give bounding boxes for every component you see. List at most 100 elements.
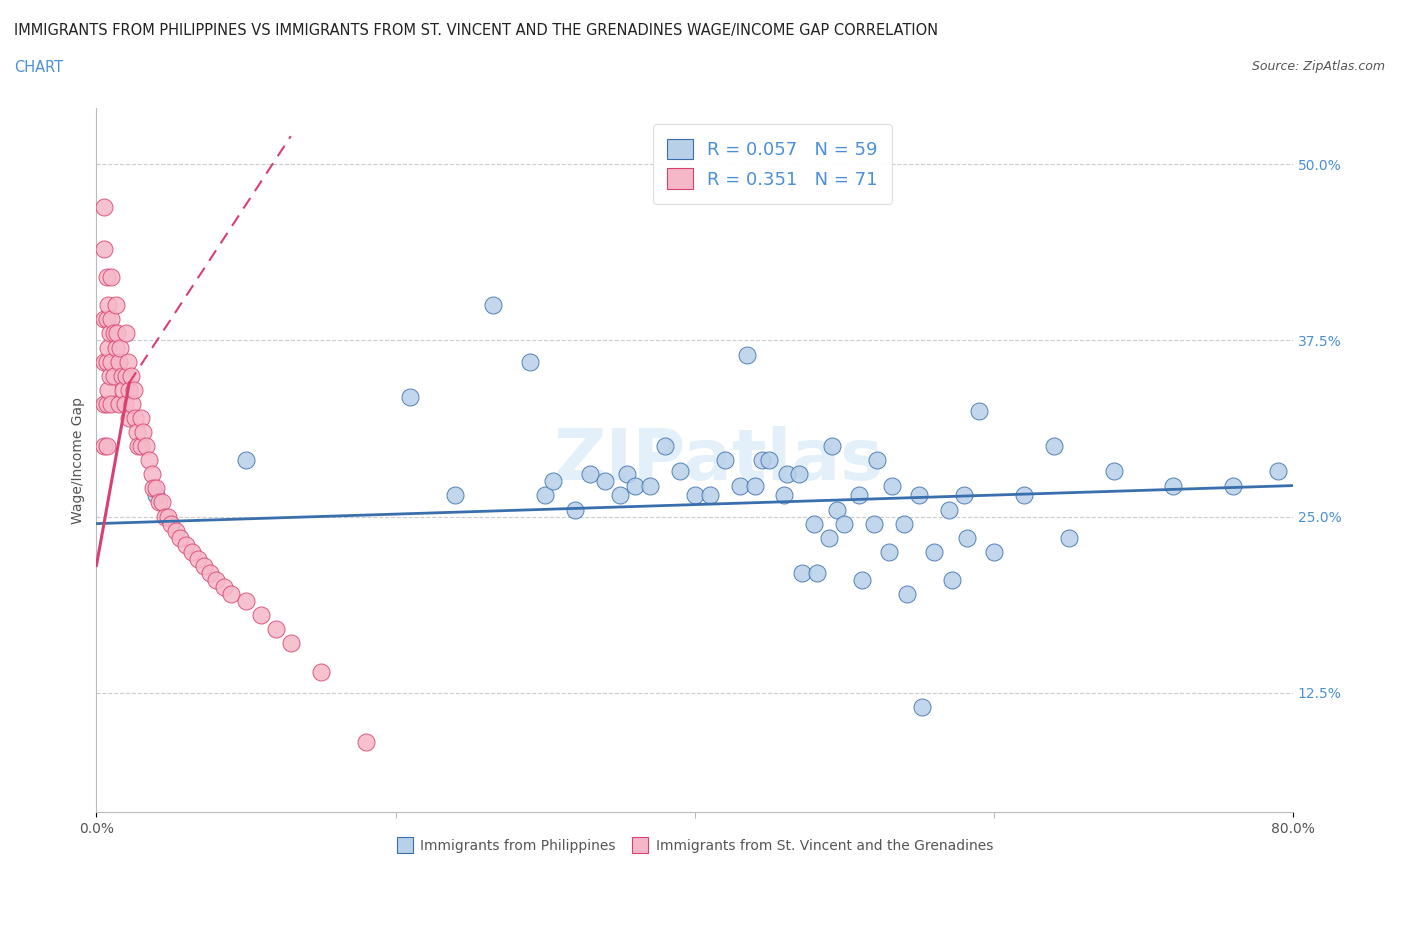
Point bbox=[107, 354, 129, 369]
Point bbox=[624, 478, 647, 493]
Point bbox=[1042, 439, 1064, 454]
Point bbox=[181, 544, 204, 559]
Point bbox=[922, 544, 945, 559]
Point bbox=[776, 467, 799, 482]
Point bbox=[100, 396, 122, 411]
Point bbox=[93, 396, 115, 411]
Point bbox=[519, 354, 541, 369]
Point bbox=[541, 474, 564, 489]
Point bbox=[138, 453, 160, 468]
Point bbox=[118, 410, 141, 425]
Point bbox=[967, 404, 990, 418]
Point bbox=[938, 502, 960, 517]
Point bbox=[165, 524, 187, 538]
Text: Source: ZipAtlas.com: Source: ZipAtlas.com bbox=[1251, 60, 1385, 73]
Point bbox=[100, 312, 122, 326]
Point bbox=[104, 298, 127, 312]
Point bbox=[593, 474, 616, 489]
Point bbox=[93, 242, 115, 257]
Point bbox=[863, 516, 886, 531]
Point bbox=[1163, 478, 1185, 493]
Point bbox=[668, 464, 690, 479]
Text: ZIPatlas: ZIPatlas bbox=[554, 426, 884, 495]
Point bbox=[866, 453, 889, 468]
Point bbox=[534, 488, 557, 503]
Point bbox=[120, 368, 142, 383]
Point bbox=[129, 439, 152, 454]
Point bbox=[160, 516, 183, 531]
Point bbox=[198, 565, 221, 580]
Point bbox=[683, 488, 706, 503]
Point bbox=[142, 481, 165, 496]
Point bbox=[896, 587, 918, 602]
Point bbox=[1012, 488, 1035, 503]
Point bbox=[132, 425, 155, 440]
Point bbox=[122, 382, 145, 397]
Point bbox=[1222, 478, 1244, 493]
Point bbox=[825, 502, 848, 517]
Point bbox=[193, 558, 215, 573]
Point bbox=[609, 488, 631, 503]
Point bbox=[638, 478, 661, 493]
Point bbox=[114, 396, 136, 411]
Point bbox=[758, 453, 780, 468]
Point bbox=[93, 439, 115, 454]
Point bbox=[110, 340, 132, 355]
Point bbox=[174, 538, 197, 552]
Point bbox=[654, 439, 676, 454]
Point bbox=[93, 312, 115, 326]
Point bbox=[956, 530, 979, 545]
Text: CHART: CHART bbox=[14, 60, 63, 75]
Point bbox=[399, 390, 422, 405]
Point bbox=[145, 488, 167, 503]
Point bbox=[105, 326, 128, 341]
Point bbox=[104, 340, 127, 355]
Point bbox=[481, 298, 503, 312]
Point bbox=[818, 530, 841, 545]
Point bbox=[107, 396, 129, 411]
Point bbox=[699, 488, 721, 503]
Point bbox=[751, 453, 773, 468]
Point bbox=[115, 326, 138, 341]
Point bbox=[792, 565, 814, 580]
Point bbox=[97, 340, 120, 355]
Point bbox=[848, 488, 870, 503]
Point bbox=[1057, 530, 1080, 545]
Point bbox=[803, 516, 825, 531]
Point bbox=[98, 368, 121, 383]
Point bbox=[135, 439, 157, 454]
Point bbox=[115, 368, 138, 383]
Point bbox=[744, 478, 766, 493]
Point bbox=[96, 396, 118, 411]
Point bbox=[205, 573, 228, 588]
Point bbox=[98, 326, 121, 341]
Point bbox=[564, 502, 586, 517]
Point bbox=[882, 478, 904, 493]
Point bbox=[169, 530, 191, 545]
Point bbox=[100, 270, 122, 285]
Point bbox=[264, 622, 287, 637]
Point bbox=[735, 347, 758, 362]
Point bbox=[806, 565, 828, 580]
Point bbox=[118, 382, 141, 397]
Point bbox=[96, 439, 118, 454]
Point bbox=[97, 298, 120, 312]
Point bbox=[117, 354, 139, 369]
Point bbox=[153, 509, 176, 524]
Point bbox=[444, 488, 467, 503]
Point bbox=[235, 593, 257, 608]
Point bbox=[150, 495, 173, 510]
Point bbox=[309, 664, 332, 679]
Y-axis label: Wage/Income Gap: Wage/Income Gap bbox=[72, 397, 86, 524]
Point bbox=[129, 410, 152, 425]
Point bbox=[941, 573, 963, 588]
Point bbox=[100, 354, 122, 369]
Point bbox=[103, 368, 125, 383]
Point bbox=[832, 516, 855, 531]
Point bbox=[728, 478, 751, 493]
Point bbox=[125, 425, 148, 440]
Point bbox=[145, 481, 167, 496]
Point bbox=[93, 354, 115, 369]
Point bbox=[354, 735, 377, 750]
Point bbox=[148, 495, 170, 510]
